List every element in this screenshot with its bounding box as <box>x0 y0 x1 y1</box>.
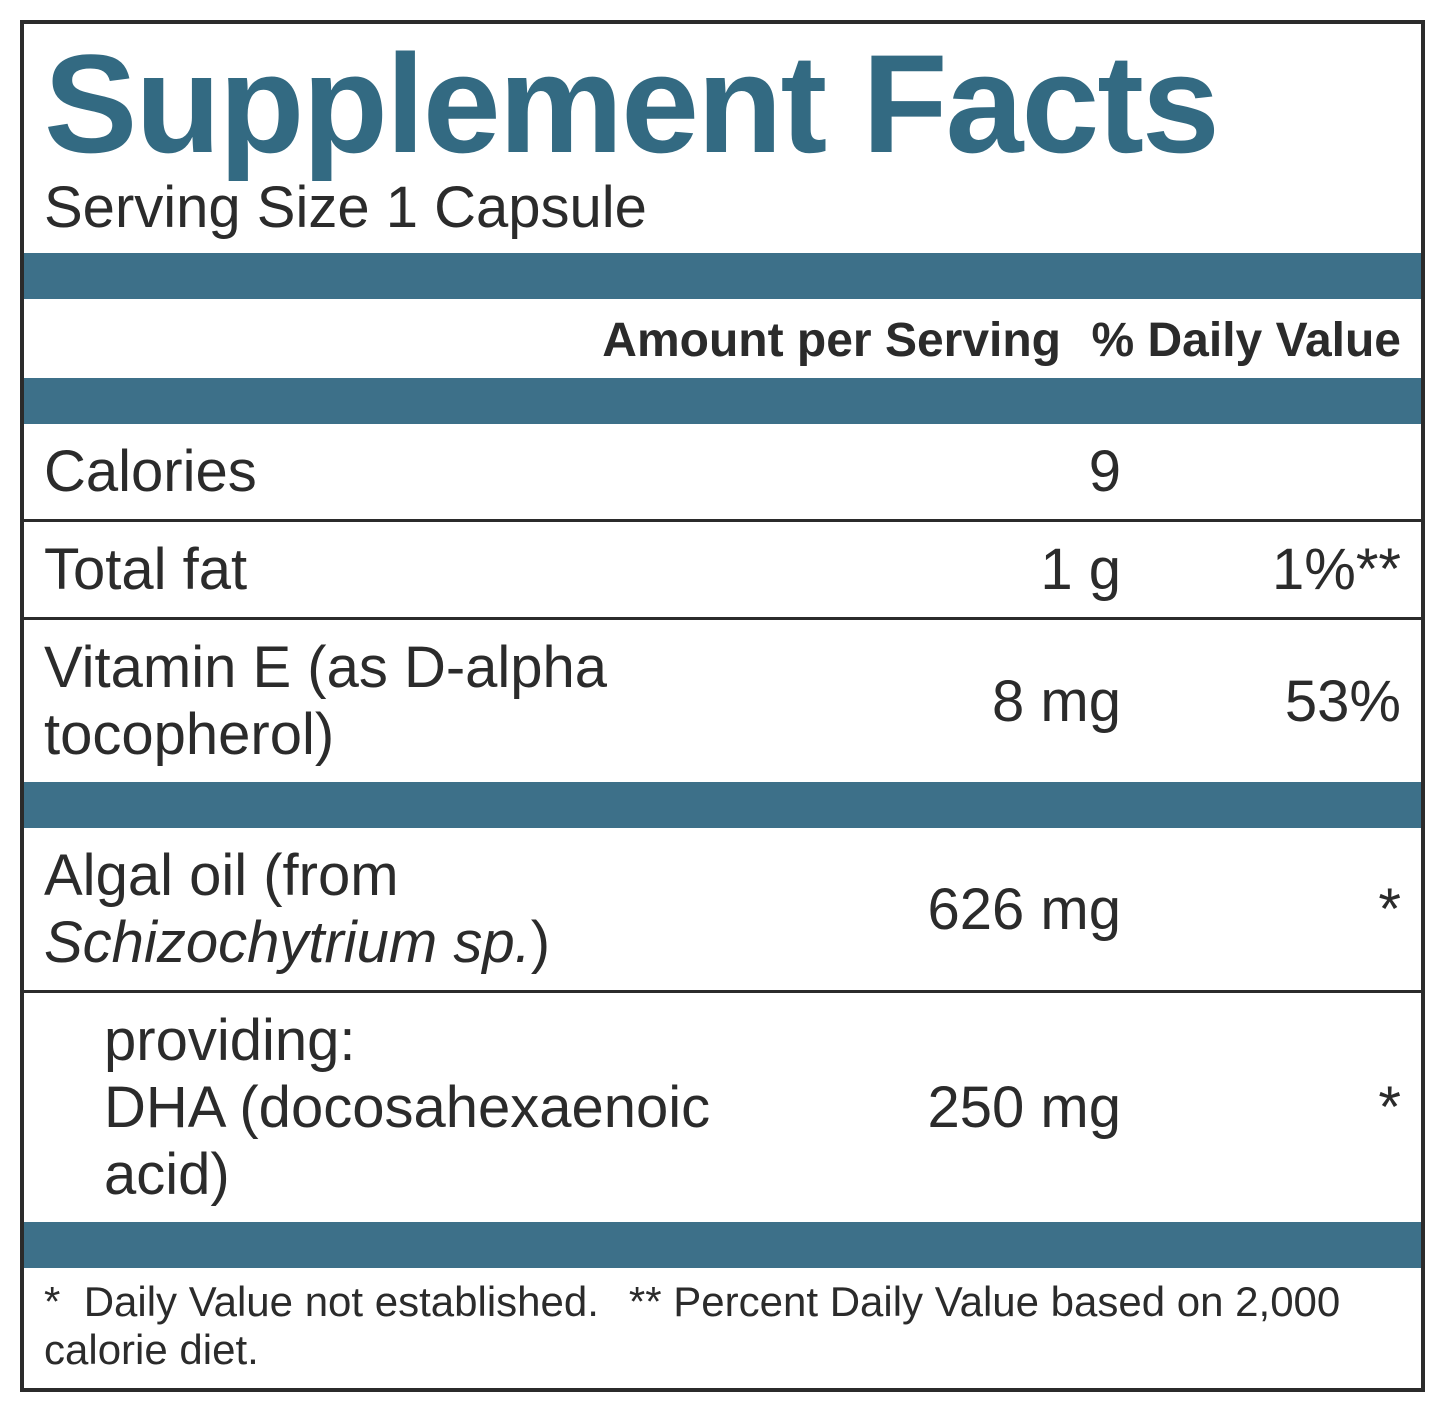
footnote: * Daily Value not established.** Percent… <box>24 1268 1421 1388</box>
nutrient-name: providing: DHA (docosahexaenoic acid) <box>44 1007 801 1208</box>
nutrient-name: Algal oil (from Schizochytrium sp.) <box>44 842 801 976</box>
header-amount: Amount per Serving <box>541 313 1061 368</box>
sub-line-2: DHA (docosahexaenoic acid) <box>104 1074 801 1208</box>
nutrient-dv: 1%** <box>1141 536 1401 603</box>
header-dv: % Daily Value <box>1061 313 1401 368</box>
table-row: providing: DHA (docosahexaenoic acid) 25… <box>24 990 1421 1222</box>
nutrient-name: Vitamin E (as D-alpha tocopherol) <box>44 634 801 768</box>
divider-bar <box>24 1222 1421 1268</box>
serving-size: Serving Size 1 Capsule <box>24 174 1421 253</box>
footnote-dblstar: ** <box>629 1278 662 1325</box>
sub-line-1: providing: <box>104 1007 801 1074</box>
column-headers: Amount per Serving % Daily Value <box>24 299 1421 378</box>
nutrient-amount: 250 mg <box>801 1074 1141 1141</box>
divider-bar <box>24 782 1421 828</box>
divider-bar <box>24 253 1421 299</box>
table-row: Algal oil (from Schizochytrium sp.) 626 … <box>24 828 1421 990</box>
name-italic: Schizochytrium sp. <box>44 910 531 975</box>
footnote-text-1: Daily Value not established. <box>84 1278 599 1325</box>
panel-title: Supplement Facts <box>24 24 1421 174</box>
nutrient-name: Total fat <box>44 536 801 603</box>
table-row: Total fat 1 g 1%** <box>24 519 1421 617</box>
supplement-facts-panel: Supplement Facts Serving Size 1 Capsule … <box>20 20 1425 1392</box>
name-pre: Algal oil (from <box>44 843 399 908</box>
nutrient-name: Calories <box>44 438 801 505</box>
nutrient-amount: 8 mg <box>801 668 1141 735</box>
nutrient-amount: 626 mg <box>801 876 1141 943</box>
nutrient-dv: 53% <box>1141 668 1401 735</box>
nutrient-dv: * <box>1141 876 1401 943</box>
divider-bar <box>24 378 1421 424</box>
nutrient-dv: * <box>1141 1074 1401 1141</box>
footnote-star: * <box>44 1278 60 1325</box>
nutrient-amount: 9 <box>801 438 1141 505</box>
table-row: Vitamin E (as D-alpha tocopherol) 8 mg 5… <box>24 617 1421 782</box>
table-row: Calories 9 <box>24 424 1421 519</box>
nutrient-amount: 1 g <box>801 536 1141 603</box>
name-post: ) <box>531 910 550 975</box>
